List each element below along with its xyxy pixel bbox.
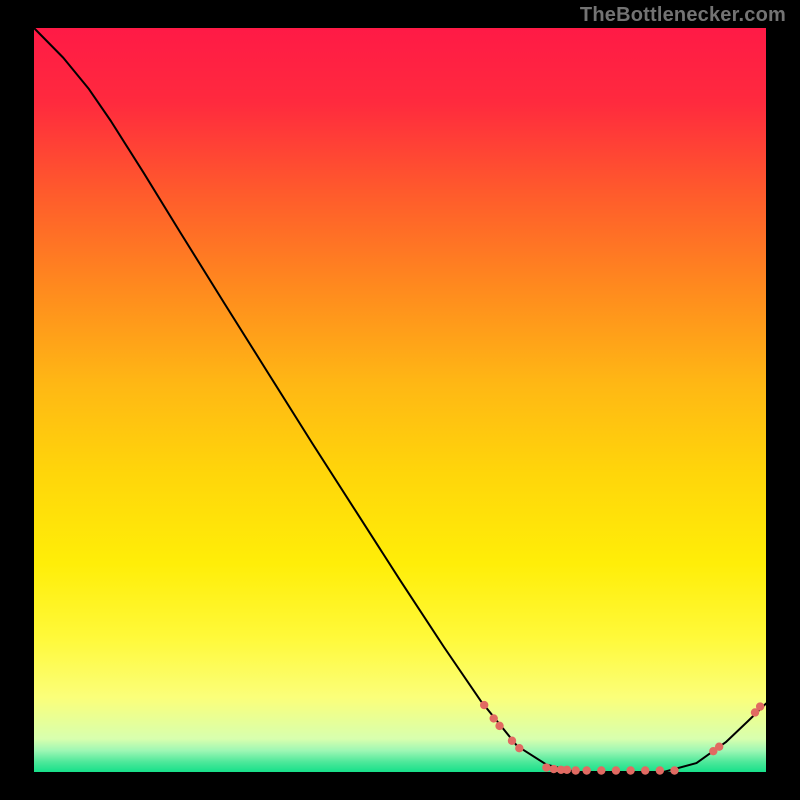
data-marker xyxy=(495,722,503,730)
data-marker xyxy=(550,765,558,773)
data-marker xyxy=(542,763,550,771)
data-marker xyxy=(515,744,523,752)
marker-group xyxy=(480,701,764,775)
data-marker xyxy=(490,714,498,722)
plot-overlay-svg xyxy=(34,28,766,772)
data-marker xyxy=(612,766,620,774)
data-marker xyxy=(508,737,516,745)
chart-frame: TheBottlenecker.com xyxy=(0,0,800,800)
data-marker xyxy=(715,743,723,751)
data-marker xyxy=(626,766,634,774)
data-marker xyxy=(582,766,590,774)
data-marker xyxy=(597,766,605,774)
data-marker xyxy=(641,766,649,774)
plot-area xyxy=(34,28,766,772)
watermark-text: TheBottlenecker.com xyxy=(580,4,786,27)
data-marker xyxy=(656,766,664,774)
data-marker xyxy=(756,702,764,710)
data-marker xyxy=(563,766,571,774)
data-marker xyxy=(571,766,579,774)
bottleneck-curve xyxy=(34,28,766,772)
data-marker xyxy=(480,701,488,709)
data-marker xyxy=(670,766,678,774)
